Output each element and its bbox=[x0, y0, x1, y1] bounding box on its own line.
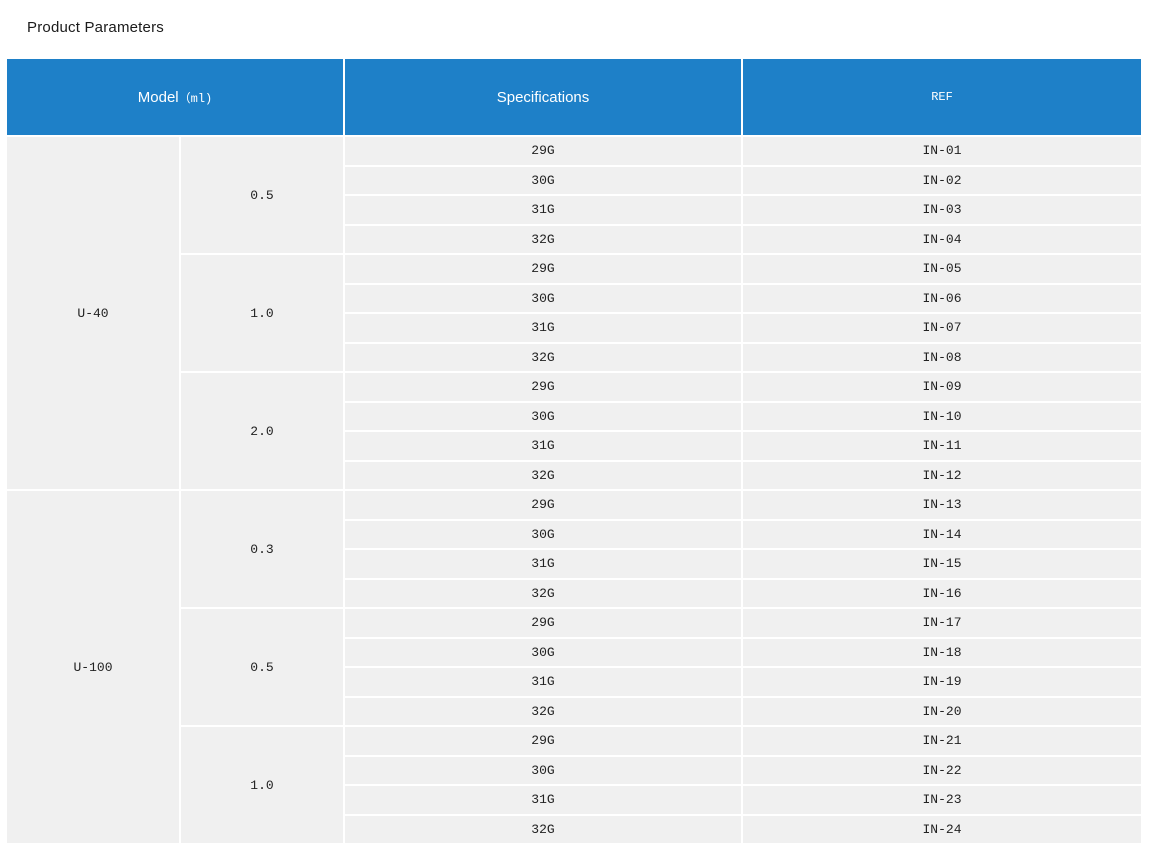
volume-cell: 0.5 bbox=[181, 609, 343, 725]
table-row: 0.5 29G IN-17 bbox=[7, 609, 1141, 725]
table-row: 1.0 29G IN-21 bbox=[7, 727, 1141, 843]
col-header-model: Model（ml) bbox=[7, 59, 343, 135]
spec-cell: 32G bbox=[345, 579, 741, 607]
product-parameters-table: Model（ml) Specifications REF U-40 0.5 29G I… bbox=[5, 57, 1143, 845]
ref-cell: IN-24 bbox=[743, 815, 1141, 843]
ref-cell: IN-02 bbox=[743, 166, 1141, 194]
ref-cell: IN-01 bbox=[743, 137, 1141, 165]
ref-cell: IN-15 bbox=[743, 550, 1141, 578]
table-row: 31G IN-23 bbox=[7, 786, 1141, 814]
volume-cell: 1.0 bbox=[181, 255, 343, 371]
ref-cell: IN-03 bbox=[743, 196, 1141, 224]
spec-cell: 29G bbox=[345, 609, 741, 637]
spec-cell: 32G bbox=[345, 697, 741, 725]
spec-cell: 29G bbox=[345, 491, 741, 519]
ref-cell: IN-10 bbox=[743, 402, 1141, 430]
col-header-ref: REF bbox=[743, 59, 1141, 135]
ref-cell: IN-18 bbox=[743, 638, 1141, 666]
ref-cell: IN-09 bbox=[743, 373, 1141, 401]
ref-cell: IN-21 bbox=[743, 727, 1141, 755]
ref-cell: IN-07 bbox=[743, 314, 1141, 342]
header-row: Model（ml) Specifications REF bbox=[7, 59, 1141, 135]
table-row: 30G IN-10 bbox=[7, 402, 1141, 430]
ref-cell: IN-19 bbox=[743, 668, 1141, 696]
spec-cell: 31G bbox=[345, 668, 741, 696]
page-title: Product Parameters bbox=[27, 19, 164, 36]
table-row: 2.0 29G IN-09 bbox=[7, 373, 1141, 489]
table-row: U-100 0.3 29G IN-13 bbox=[7, 491, 1141, 843]
ref-cell: IN-06 bbox=[743, 284, 1141, 312]
spec-cell: 30G bbox=[345, 284, 741, 312]
table-row: 31G IN-19 bbox=[7, 668, 1141, 696]
spec-cell: 32G bbox=[345, 343, 741, 371]
table-row: 30G IN-18 bbox=[7, 638, 1141, 666]
col-header-model-label: Model bbox=[137, 88, 179, 106]
spec-cell: 31G bbox=[345, 314, 741, 342]
ref-cell: IN-22 bbox=[743, 756, 1141, 784]
ref-cell: IN-14 bbox=[743, 520, 1141, 548]
ref-cell: IN-23 bbox=[743, 786, 1141, 814]
volume-cell: 1.0 bbox=[181, 727, 343, 843]
spec-cell: 32G bbox=[345, 815, 741, 843]
table-row: 30G IN-22 bbox=[7, 756, 1141, 784]
table-row: 30G IN-02 bbox=[7, 166, 1141, 194]
model-cell: U-100 bbox=[7, 491, 179, 843]
volume-cell: 0.5 bbox=[181, 137, 343, 253]
ref-cell: IN-16 bbox=[743, 579, 1141, 607]
col-header-model-unit: （ml) bbox=[178, 91, 213, 106]
table-row: 32G IN-04 bbox=[7, 225, 1141, 253]
volume-cell: 0.3 bbox=[181, 491, 343, 607]
volume-cell: 2.0 bbox=[181, 373, 343, 489]
spec-cell: 29G bbox=[345, 255, 741, 283]
ref-cell: IN-05 bbox=[743, 255, 1141, 283]
table-row: 1.0 29G IN-05 bbox=[7, 255, 1141, 371]
spec-cell: 30G bbox=[345, 520, 741, 548]
table-row: 31G IN-11 bbox=[7, 432, 1141, 460]
spec-cell: 30G bbox=[345, 756, 741, 784]
ref-cell: IN-08 bbox=[743, 343, 1141, 371]
table-row: 31G IN-07 bbox=[7, 314, 1141, 342]
table-row: 30G IN-14 bbox=[7, 520, 1141, 548]
spec-cell: 29G bbox=[345, 137, 741, 165]
ref-cell: IN-13 bbox=[743, 491, 1141, 519]
table-row: 30G IN-06 bbox=[7, 284, 1141, 312]
table-row: 32G IN-24 bbox=[7, 815, 1141, 843]
col-header-specifications: Specifications bbox=[345, 59, 741, 135]
ref-cell: IN-12 bbox=[743, 461, 1141, 489]
ref-cell: IN-11 bbox=[743, 432, 1141, 460]
spec-cell: 30G bbox=[345, 402, 741, 430]
table-row: 32G IN-20 bbox=[7, 697, 1141, 725]
table-row: 31G IN-03 bbox=[7, 196, 1141, 224]
model-cell: U-40 bbox=[7, 137, 179, 489]
ref-cell: IN-17 bbox=[743, 609, 1141, 637]
ref-cell: IN-20 bbox=[743, 697, 1141, 725]
spec-cell: 29G bbox=[345, 373, 741, 401]
table-row: U-40 0.5 29G IN-01 bbox=[7, 137, 1141, 489]
spec-cell: 32G bbox=[345, 461, 741, 489]
spec-cell: 32G bbox=[345, 225, 741, 253]
ref-cell: IN-04 bbox=[743, 225, 1141, 253]
spec-cell: 31G bbox=[345, 550, 741, 578]
spec-cell: 31G bbox=[345, 786, 741, 814]
table-row: 32G IN-12 bbox=[7, 461, 1141, 489]
spec-cell: 30G bbox=[345, 166, 741, 194]
table-body: U-40 0.5 29G IN-01 30G IN-02 31G IN-03 32G IN-04 1… bbox=[7, 137, 1141, 843]
spec-cell: 31G bbox=[345, 432, 741, 460]
spec-cell: 31G bbox=[345, 196, 741, 224]
table-row: 32G IN-08 bbox=[7, 343, 1141, 371]
spec-cell: 29G bbox=[345, 727, 741, 755]
table-row: 31G IN-15 bbox=[7, 550, 1141, 578]
spec-cell: 30G bbox=[345, 638, 741, 666]
table-row: 32G IN-16 bbox=[7, 579, 1141, 607]
